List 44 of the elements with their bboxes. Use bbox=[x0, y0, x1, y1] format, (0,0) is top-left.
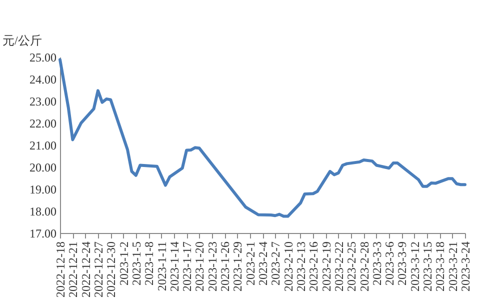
y-tick-label: 17.00 bbox=[30, 226, 56, 240]
x-tick-label: 2023-1-29 bbox=[230, 242, 245, 292]
x-tick-label: 2023-3-21 bbox=[446, 242, 460, 292]
x-tick-label: 2023-3-12 bbox=[408, 242, 422, 292]
line-series bbox=[58, 58, 466, 218]
x-tick-label: 2023-2-4 bbox=[256, 242, 270, 286]
x-tick-label: 2023-1-26 bbox=[218, 242, 232, 292]
x-tick-label: 2023-1-11 bbox=[154, 242, 169, 292]
y-tick-label: 20.00 bbox=[30, 160, 56, 174]
y-tick-label: 21.00 bbox=[30, 138, 56, 152]
x-tick-label: 2023-2-7 bbox=[268, 242, 283, 286]
y-tick-label: 23.00 bbox=[30, 94, 56, 108]
x-tick-label: 2023-3-6 bbox=[382, 242, 397, 286]
x-tick-label: 2023-1-23 bbox=[205, 242, 220, 292]
x-tick-label: 2023-2-25 bbox=[344, 242, 359, 292]
y-axis-title: 元/公斤 bbox=[2, 34, 42, 48]
x-tick-label: 2023-3-3 bbox=[370, 242, 384, 286]
x-tick-label: 2023-2-19 bbox=[319, 242, 334, 292]
y-tick-label: 24.00 bbox=[30, 72, 56, 86]
x-tick-label: 2022-12-24 bbox=[78, 242, 93, 298]
y-tick-label: 18.00 bbox=[30, 204, 56, 218]
x-tick-label: 2022-12-30 bbox=[104, 242, 118, 298]
x-tick-label: 2023-1-17 bbox=[180, 242, 194, 292]
x-tick-label: 2023-1-5 bbox=[129, 242, 144, 286]
x-tick-label: 2023-2-10 bbox=[281, 242, 296, 292]
x-tick-label: 2023-2-16 bbox=[306, 242, 321, 292]
y-tick-label: 22.00 bbox=[30, 116, 56, 130]
x-tick-label: 2023-2-1 bbox=[243, 242, 258, 286]
x-tick-label: 2022-12-18 bbox=[54, 242, 68, 298]
x-tick-label: 2023-3-24 bbox=[458, 242, 472, 292]
x-tick-label: 2023-1-14 bbox=[167, 242, 182, 292]
y-tick-label: 25.00 bbox=[30, 50, 56, 64]
x-tick-label: 2023-2-28 bbox=[357, 242, 372, 292]
x-tick-label: 2023-3-15 bbox=[420, 242, 435, 292]
x-tick-label: 2023-1-8 bbox=[142, 242, 156, 286]
y-tick-label: 19.00 bbox=[30, 182, 56, 196]
x-tick-label: 2023-1-2 bbox=[116, 242, 131, 286]
x-tick-label: 2023-2-22 bbox=[332, 242, 346, 292]
x-tick-label: 2022-12-27 bbox=[91, 242, 106, 298]
x-tick-label: 2023-3-9 bbox=[395, 242, 410, 286]
x-tick-label: 2023-3-18 bbox=[433, 242, 448, 292]
x-tick-label: 2023-2-13 bbox=[294, 242, 308, 292]
x-tick-label: 2022-12-21 bbox=[66, 242, 80, 298]
x-tick-label: 2023-1-20 bbox=[192, 242, 207, 292]
